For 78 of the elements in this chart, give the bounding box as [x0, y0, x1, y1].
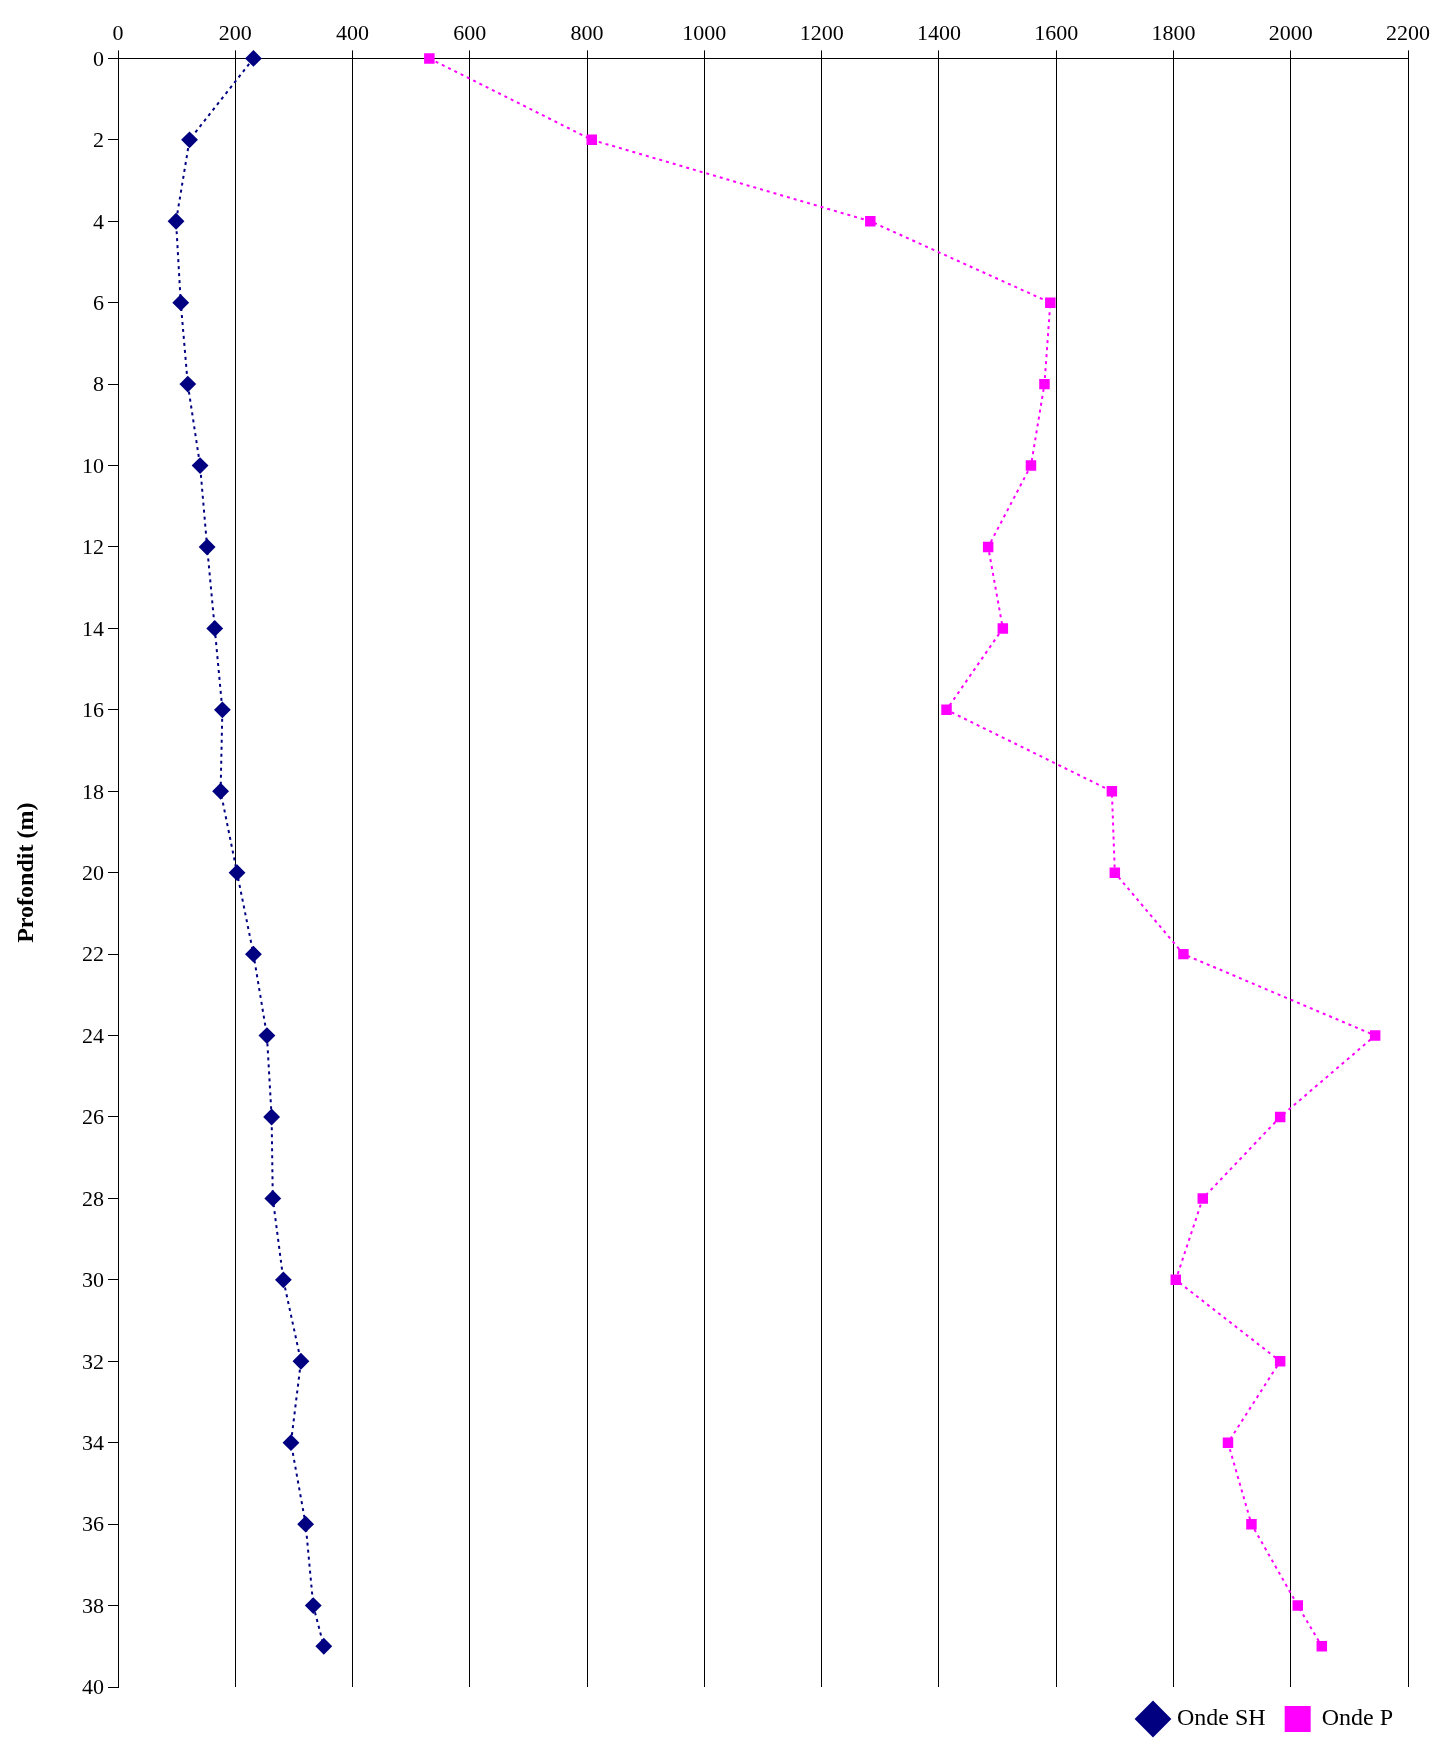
- x-tick-label: 2000: [1268, 19, 1313, 45]
- y-tick-label: 14: [82, 615, 104, 641]
- point: [264, 1190, 281, 1207]
- point: [297, 1516, 314, 1533]
- point: [282, 1434, 299, 1451]
- y-tick-label: 22: [82, 941, 104, 967]
- point: [424, 53, 435, 64]
- x-tick-label: 1800: [1151, 19, 1196, 45]
- y-tick-label: 26: [82, 1104, 104, 1130]
- point: [199, 538, 216, 555]
- point: [206, 620, 223, 637]
- x-tick-label: 1600: [1034, 19, 1079, 45]
- x-tick-label: 400: [336, 19, 370, 45]
- point: [1292, 1600, 1304, 1611]
- y-tick-label: 16: [82, 697, 104, 723]
- point: [982, 541, 994, 553]
- point: [1369, 1030, 1381, 1041]
- point: [997, 623, 1009, 634]
- point: [1106, 786, 1118, 797]
- x-tick-label: 1400: [916, 19, 961, 45]
- y-tick-label: 32: [82, 1348, 104, 1374]
- point: [1197, 1193, 1209, 1204]
- point: [258, 1027, 275, 1044]
- point: [1222, 1437, 1234, 1448]
- x-tick-label: 2200: [1386, 19, 1430, 45]
- point: [263, 1108, 280, 1125]
- y-tick-label: 2: [93, 127, 104, 153]
- point: [1109, 867, 1121, 878]
- point: [275, 1271, 292, 1288]
- point: [1039, 378, 1050, 390]
- point: [1045, 297, 1056, 308]
- point: [245, 50, 262, 67]
- point: [179, 376, 196, 393]
- y-tick-label: 34: [82, 1429, 104, 1455]
- point: [245, 946, 262, 963]
- point: [1170, 1274, 1182, 1286]
- legend-label: Onde P: [1321, 1704, 1394, 1731]
- point: [181, 131, 198, 148]
- point: [305, 1597, 322, 1614]
- point: [315, 1638, 332, 1655]
- y-tick-label: 40: [82, 1674, 104, 1700]
- x-tick-label: 600: [453, 19, 487, 45]
- point: [212, 783, 229, 800]
- point: [1025, 460, 1037, 471]
- y-tick-label: 38: [82, 1592, 104, 1618]
- point: [292, 1353, 309, 1370]
- point: [1246, 1518, 1257, 1530]
- point: [1274, 1356, 1286, 1367]
- y-tick-label: 4: [93, 208, 104, 234]
- point: [865, 216, 876, 227]
- x-tick-label: 1000: [682, 19, 727, 45]
- y-tick-label: 0: [93, 45, 104, 71]
- y-tick-label: 30: [82, 1267, 104, 1293]
- point: [941, 704, 952, 716]
- point: [229, 864, 246, 881]
- y-axis-title: Profondit (m): [11, 802, 38, 943]
- x-tick-label: 200: [218, 19, 252, 45]
- point: [168, 213, 185, 230]
- y-tick-label: 36: [82, 1511, 104, 1537]
- point: [1178, 948, 1189, 960]
- point: [1274, 1111, 1286, 1123]
- point: [1316, 1641, 1328, 1652]
- x-tick-label: 1200: [799, 19, 844, 45]
- y-tick-label: 18: [82, 778, 104, 804]
- point: [192, 457, 209, 474]
- legend-label: Onde SH: [1177, 1704, 1266, 1731]
- x-tick-label: 0: [112, 19, 124, 45]
- y-tick-label: 24: [82, 1022, 104, 1048]
- y-tick-label: 28: [82, 1185, 104, 1211]
- point: [214, 701, 231, 718]
- y-tick-label: 12: [82, 534, 104, 560]
- y-tick-label: 20: [82, 859, 104, 885]
- y-tick-label: 8: [93, 371, 104, 397]
- point: [586, 134, 598, 146]
- x-tick-label: 800: [570, 19, 604, 45]
- point: [172, 294, 189, 311]
- y-tick-label: 6: [93, 289, 104, 315]
- y-tick-label: 10: [82, 452, 104, 478]
